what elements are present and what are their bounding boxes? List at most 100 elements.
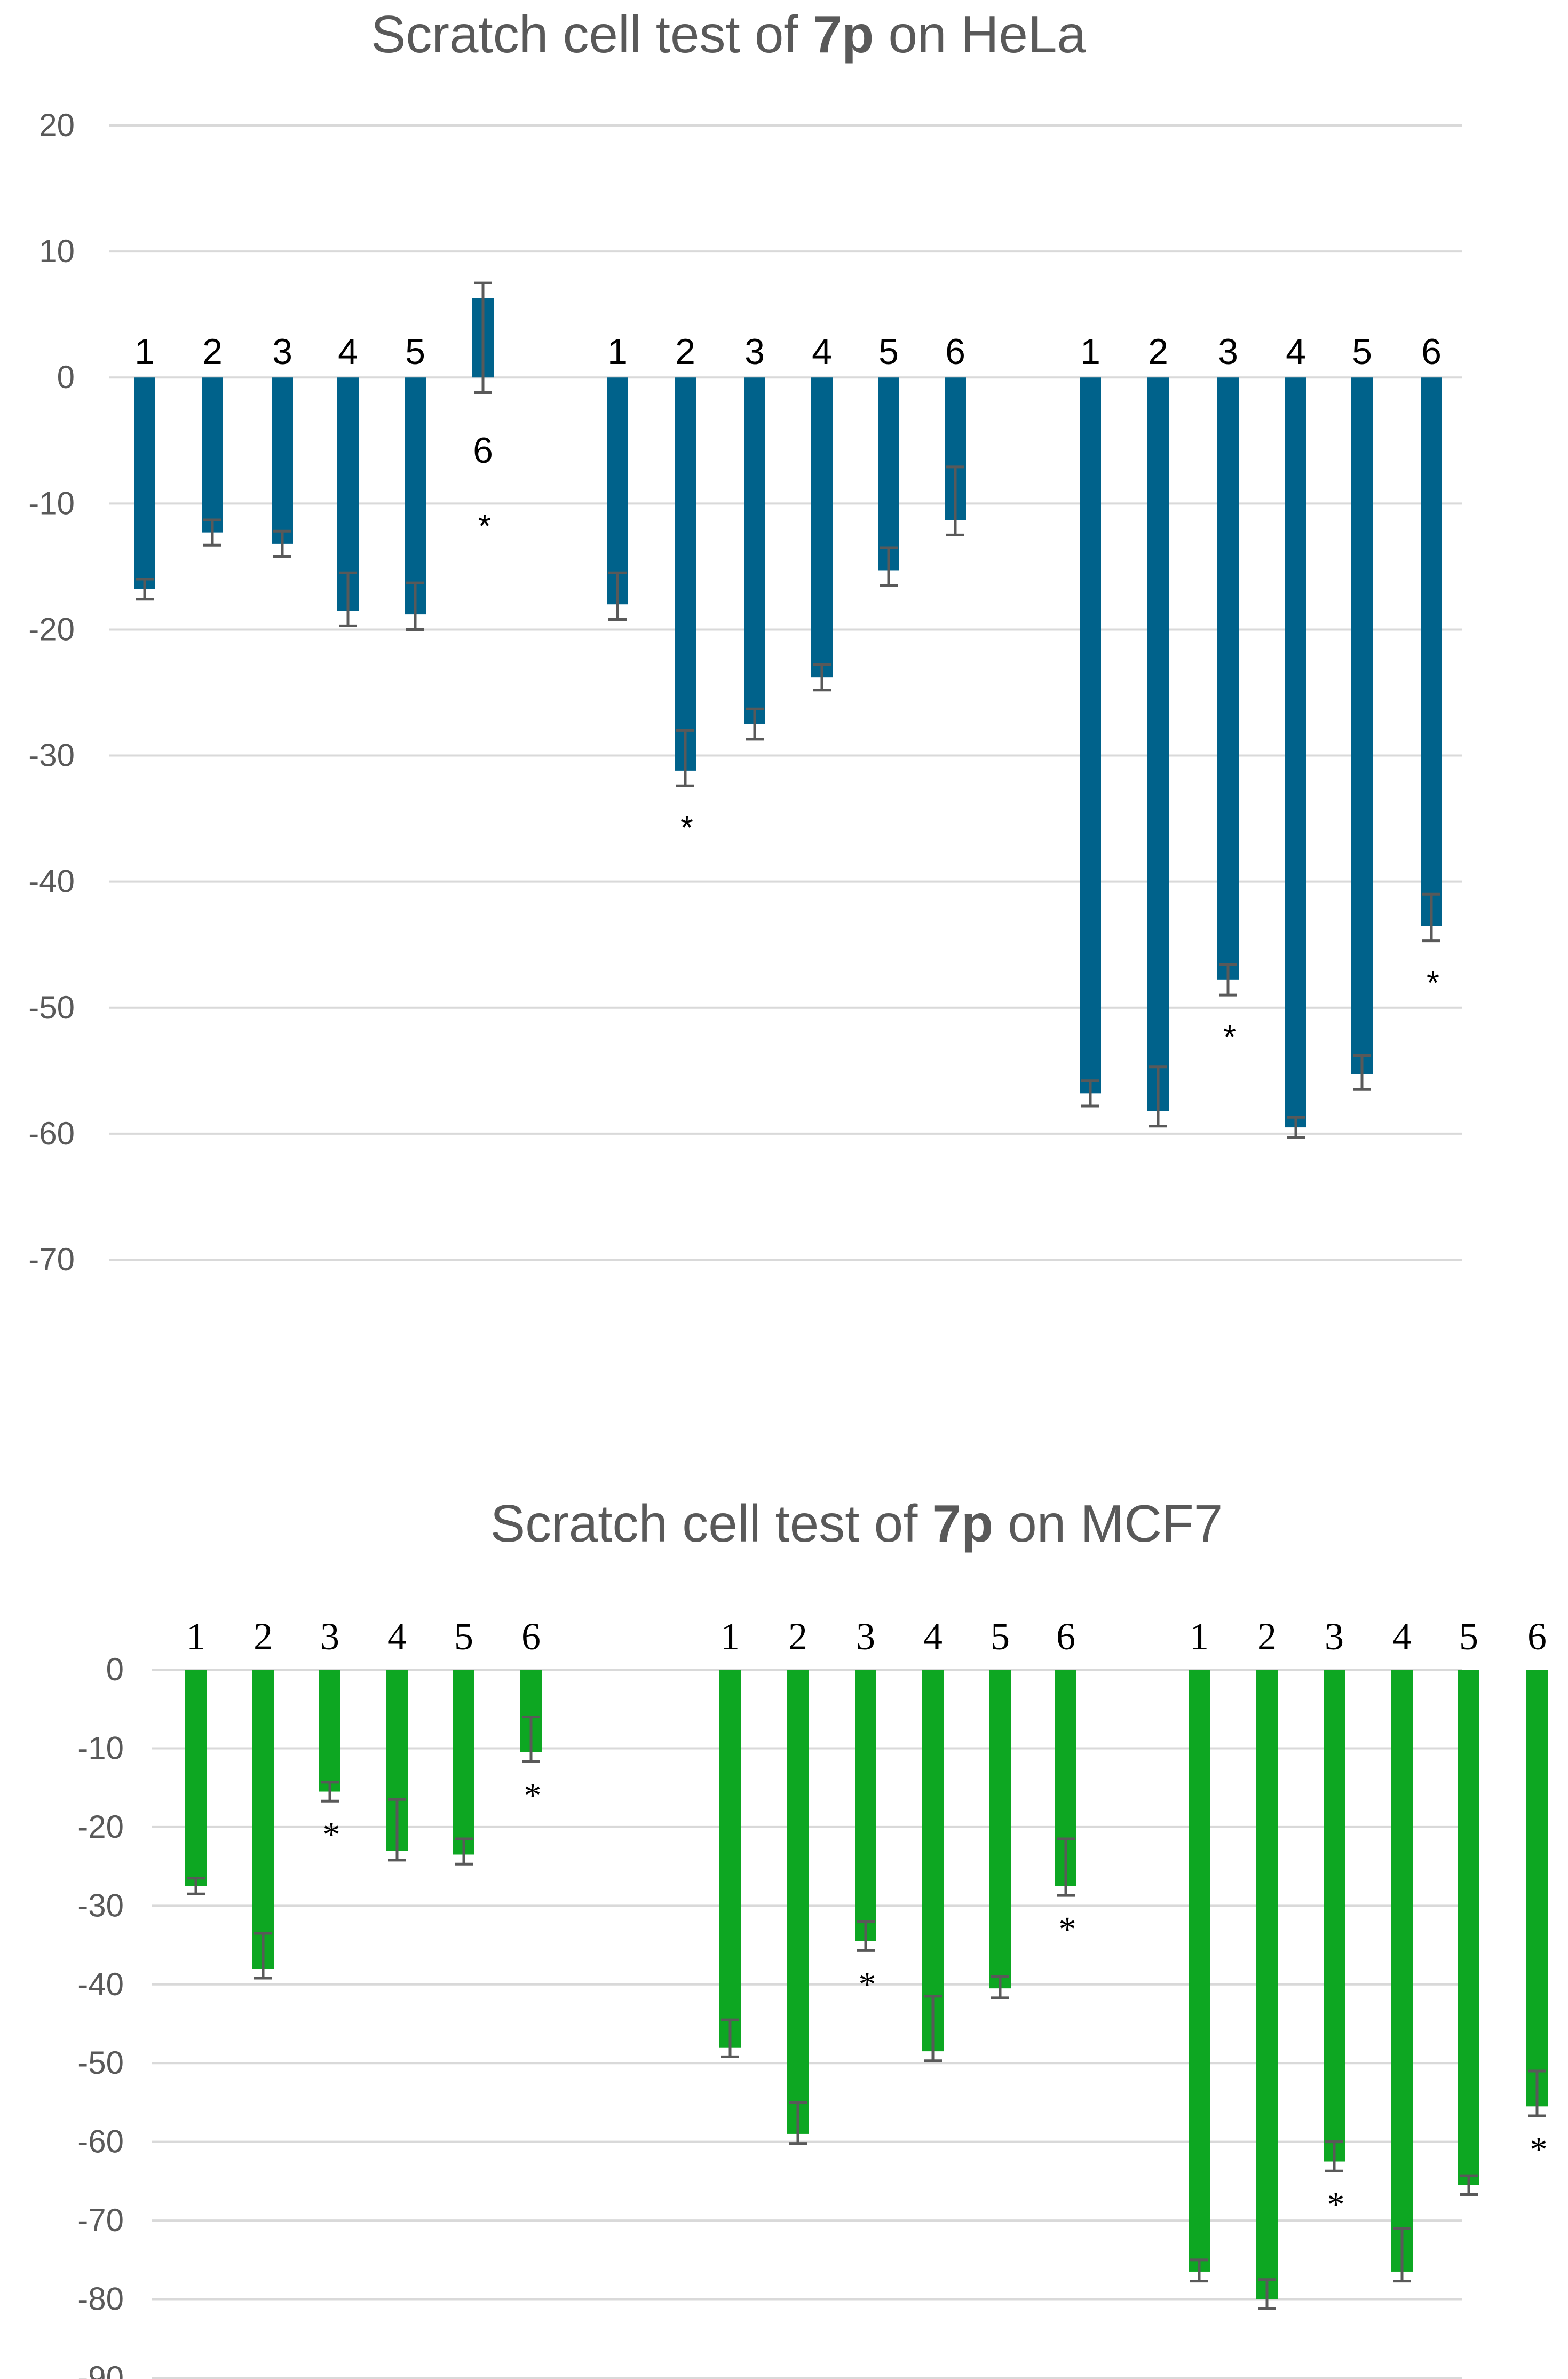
bar-group2-4 — [811, 377, 833, 678]
y-tick-label: -20 — [77, 1809, 124, 1845]
category-label: 1 — [1080, 331, 1100, 372]
significance-star: * — [478, 508, 491, 545]
bar-group3-4 — [1391, 1670, 1413, 2272]
category-label: 4 — [387, 1615, 407, 1658]
significance-star: * — [1427, 965, 1439, 1002]
bar-group2-1 — [719, 1670, 741, 2048]
category-label: 6 — [473, 430, 493, 471]
bar-group3-1 — [1189, 1670, 1210, 2272]
category-label: 5 — [878, 331, 899, 372]
category-label: 4 — [812, 331, 832, 372]
category-label: 5 — [991, 1615, 1010, 1658]
significance-star: * — [323, 1815, 340, 1854]
bar-group1-3 — [272, 377, 293, 544]
bar-group3-6 — [1526, 1670, 1548, 2107]
significance-star: * — [1223, 1019, 1236, 1056]
y-tick-label: -40 — [77, 1966, 124, 2002]
bar-group1-3 — [319, 1670, 340, 1792]
bar-group1-5 — [453, 1670, 474, 1855]
hela-chart: Scratch cell test of 7p on HeLa 20 10 0 -10… — [28, 5, 1462, 1277]
significance-star: * — [524, 1776, 542, 1815]
bar-group3-3 — [1324, 1670, 1345, 2162]
bar-group3-6 — [1421, 377, 1442, 926]
category-label: 4 — [338, 331, 358, 372]
bar-group3-1 — [1080, 377, 1101, 1094]
significance-star: * — [1530, 2130, 1548, 2169]
category-label: 4 — [1286, 331, 1306, 372]
category-label: 1 — [186, 1615, 205, 1658]
bar-group1-2 — [202, 377, 223, 533]
bar-group1-1 — [185, 1670, 207, 1886]
bar-group2-2 — [787, 1670, 809, 2134]
bar-group3-5 — [1458, 1670, 1479, 2185]
category-label: 1 — [1190, 1615, 1209, 1658]
category-label: 6 — [521, 1615, 541, 1658]
mcf7-chart: Scratch cell test of 7p on MCF7 0 -10 -20 -… — [77, 1494, 1548, 2379]
category-label: 5 — [1459, 1615, 1478, 1658]
category-label: 1 — [720, 1615, 740, 1658]
bar-group1-5 — [405, 377, 426, 615]
bar-group2-5 — [989, 1670, 1011, 1989]
chart-title: Scratch cell test of 7p on MCF7 — [490, 1494, 1223, 1553]
y-tick-label: 20 — [39, 107, 75, 143]
bar-group3-3 — [1217, 377, 1239, 980]
bar-group2-3 — [855, 1670, 876, 1941]
y-tick-label: -70 — [28, 1242, 75, 1277]
y-tick-label: -50 — [28, 990, 75, 1025]
y-tick-label: -70 — [77, 2202, 124, 2238]
bar-group2-3 — [744, 377, 765, 724]
y-tick-label: 0 — [57, 359, 75, 395]
category-label: 1 — [607, 331, 628, 372]
y-tick-label: -10 — [77, 1730, 124, 1766]
bar-group1-2 — [252, 1670, 274, 1969]
category-label: 2 — [254, 1615, 273, 1658]
category-label: 2 — [1257, 1615, 1277, 1658]
category-label: 6 — [1527, 1615, 1547, 1658]
chart-title: Scratch cell test of 7p on HeLa — [371, 5, 1087, 64]
bar-group1-1 — [134, 377, 155, 589]
category-label: 3 — [745, 331, 765, 372]
significance-star: * — [859, 1965, 876, 2004]
y-tick-label: 0 — [106, 1651, 124, 1687]
y-tick-label: -30 — [77, 1887, 124, 1923]
category-label: 6 — [1056, 1615, 1075, 1658]
category-label: 4 — [923, 1615, 943, 1658]
y-tick-label: -20 — [28, 611, 75, 647]
category-label: 5 — [1352, 331, 1372, 372]
y-tick-label: -60 — [77, 2124, 124, 2160]
category-label: 5 — [405, 331, 425, 372]
bar-group3-2 — [1147, 377, 1169, 1111]
y-tick-label: -30 — [28, 738, 75, 773]
y-tick-label: -80 — [77, 2281, 124, 2317]
category-label: 2 — [675, 331, 695, 372]
category-label: 3 — [1218, 331, 1238, 372]
y-tick-label: -50 — [77, 2045, 124, 2081]
y-tick-label: 10 — [39, 233, 75, 269]
category-label: 2 — [1148, 331, 1168, 372]
significance-star: * — [1059, 1910, 1076, 1949]
category-label: 1 — [134, 331, 155, 372]
category-label: 3 — [1325, 1615, 1344, 1658]
category-label: 3 — [856, 1615, 875, 1658]
category-label: 5 — [454, 1615, 473, 1658]
y-tick-label: -90 — [77, 2360, 124, 2379]
category-label: 6 — [945, 331, 965, 372]
bar-group2-4 — [922, 1670, 944, 2052]
significance-star: * — [680, 810, 693, 847]
significance-star: * — [1327, 2185, 1345, 2224]
bar-group3-2 — [1256, 1670, 1278, 2299]
category-label: 2 — [788, 1615, 807, 1658]
y-tick-label: -60 — [28, 1116, 75, 1151]
y-tick-label: -40 — [28, 864, 75, 899]
category-label: 3 — [320, 1615, 339, 1658]
category-label: 4 — [1392, 1615, 1412, 1658]
category-label: 2 — [202, 331, 223, 372]
category-label: 6 — [1421, 331, 1442, 372]
bar-group2-1 — [607, 377, 628, 605]
bar-group3-4 — [1285, 377, 1306, 1128]
category-label: 3 — [272, 331, 292, 372]
bar-group2-2 — [675, 377, 696, 771]
bar-group3-5 — [1351, 377, 1373, 1074]
y-tick-label: -10 — [28, 485, 75, 521]
bar-group2-5 — [878, 377, 899, 571]
